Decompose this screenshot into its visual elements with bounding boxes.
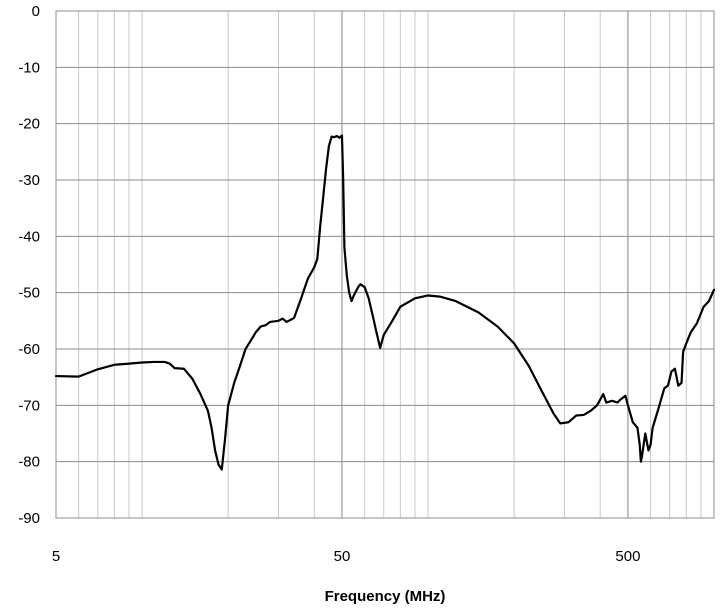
y-tick-label: -40: [18, 228, 40, 245]
y-tick-label: -50: [18, 285, 40, 302]
major-gridlines: [55, 10, 715, 519]
series-line-1: [54, 134, 716, 471]
y-tick-label: 0: [32, 3, 40, 20]
x-axis-title: Frequency (MHz): [325, 588, 446, 605]
minor-gridlines: [78, 11, 702, 518]
plot-area-border: [55, 10, 715, 519]
y-tick-label: -30: [18, 172, 40, 189]
y-tick-label: -90: [18, 510, 40, 527]
y-tick-label: -20: [18, 116, 40, 133]
x-tick-label: 5: [52, 548, 60, 565]
y-tick-label: -70: [18, 397, 40, 414]
y-tick-labels: 0 -10 -20 -30 -40 -50 -60 -70 -80 -90: [18, 3, 40, 527]
x-tick-label: 50: [334, 548, 351, 565]
x-tick-labels: 5 50 500: [52, 548, 641, 565]
y-tick-label: -60: [18, 341, 40, 358]
series-layer: [54, 134, 716, 471]
x-tick-label: 500: [615, 548, 640, 565]
y-tick-label: -80: [18, 454, 40, 471]
y-tick-label: -10: [18, 59, 40, 76]
